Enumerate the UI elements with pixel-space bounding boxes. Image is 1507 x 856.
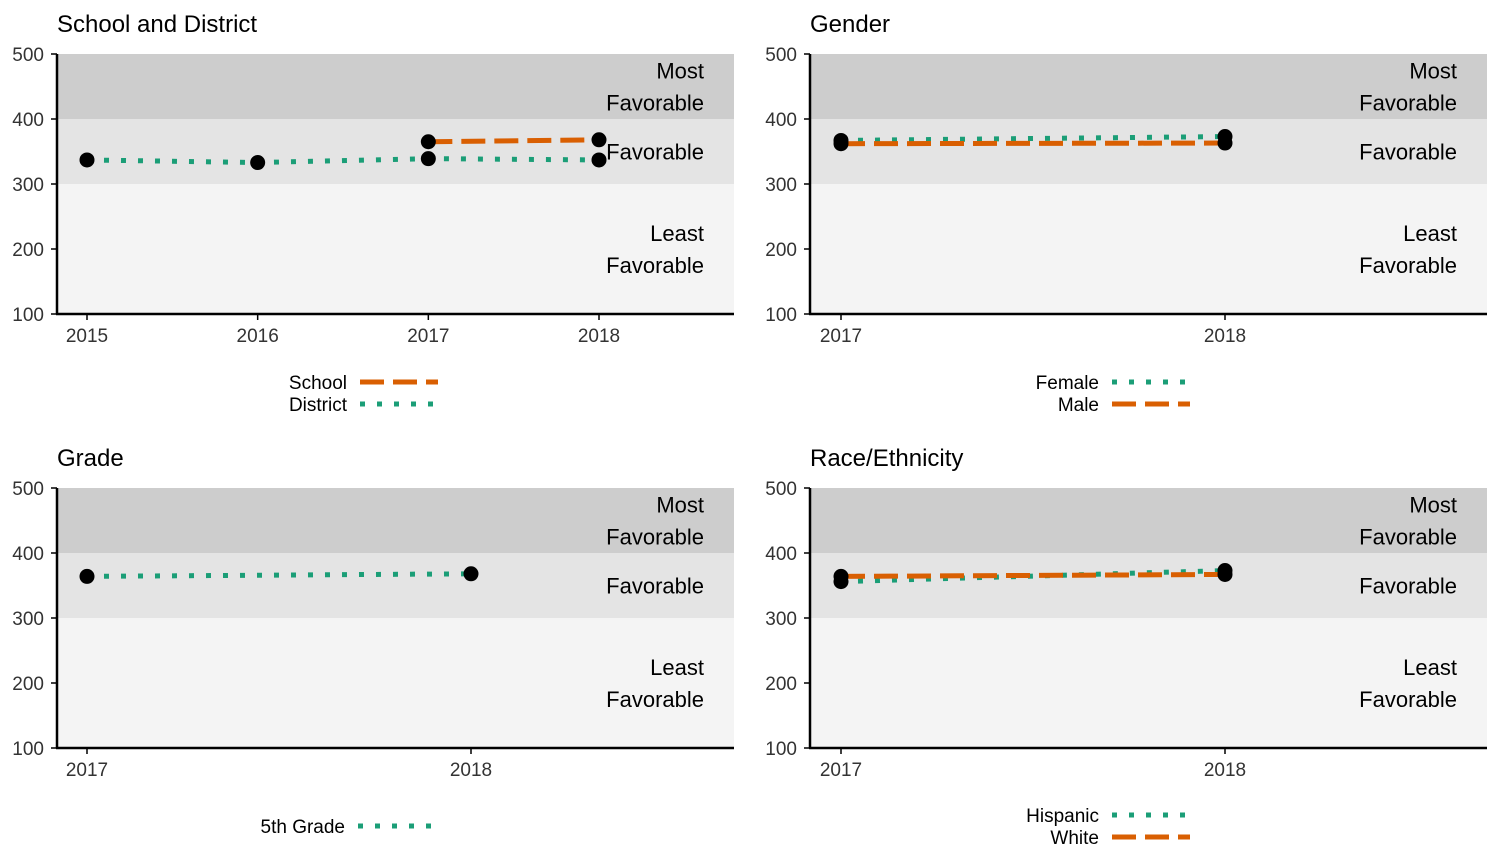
band-label: Favorable <box>606 574 704 599</box>
x-tick-label: 2017 <box>820 326 862 347</box>
x-tick-label: 2017 <box>407 326 449 347</box>
x-tick-label: 2015 <box>66 326 108 347</box>
band-least-favorable <box>810 184 1487 314</box>
band-least-favorable <box>810 618 1487 748</box>
data-point-5th-grade <box>463 566 479 582</box>
x-tick-label: 2017 <box>66 760 108 781</box>
band-most-favorable <box>57 488 734 553</box>
data-point-district <box>591 152 607 168</box>
y-tick-label: 200 <box>765 240 797 261</box>
data-point-school <box>591 132 607 148</box>
y-tick-label: 400 <box>765 544 797 565</box>
band-label: Favorable <box>606 140 704 165</box>
data-point-district <box>79 152 95 168</box>
data-point-district <box>250 155 266 171</box>
band-label: Least <box>1403 655 1457 680</box>
legend-label-school: School <box>289 373 347 394</box>
band-label: Least <box>650 655 704 680</box>
band-label: Favorable <box>606 253 704 278</box>
band-label: Least <box>650 221 704 246</box>
x-tick-label: 2016 <box>237 326 279 347</box>
y-tick-label: 500 <box>765 479 797 500</box>
y-tick-label: 400 <box>765 110 797 131</box>
band-label: Favorable <box>1359 687 1457 712</box>
band-label: Favorable <box>606 525 704 550</box>
panel-race-ethnicity: Race/Ethnicity Least Favorable Favorable Mos… <box>765 445 1487 849</box>
x-tick-label: 2018 <box>450 760 492 781</box>
band-label: Most <box>1409 59 1457 84</box>
band-label: Most <box>656 493 704 518</box>
band-label: Favorable <box>606 91 704 116</box>
y-tick-label: 500 <box>12 45 44 66</box>
band-label: Most <box>656 59 704 84</box>
x-tick-label: 2018 <box>578 326 620 347</box>
y-tick-label: 300 <box>12 175 44 196</box>
y-tick-label: 100 <box>12 305 44 326</box>
band-least-favorable <box>57 618 734 748</box>
band-favorable <box>810 119 1487 184</box>
y-tick-label: 100 <box>765 305 797 326</box>
y-tick-label: 400 <box>12 544 44 565</box>
band-most-favorable <box>810 488 1487 553</box>
series-line-male <box>840 140 1226 147</box>
band-label: Favorable <box>1359 140 1457 165</box>
y-tick-label: 300 <box>765 175 797 196</box>
data-point-male <box>1217 135 1233 151</box>
band-label: Favorable <box>1359 253 1457 278</box>
band-label: Favorable <box>1359 91 1457 116</box>
panel-title: School and District <box>57 11 257 38</box>
panel-school-and-district: School and District Least Favorable Favorab… <box>12 11 734 416</box>
y-tick-label: 200 <box>765 674 797 695</box>
x-tick-label: 2017 <box>820 760 862 781</box>
y-tick-label: 500 <box>12 479 44 500</box>
y-tick-label: 200 <box>12 674 44 695</box>
band-label: Favorable <box>1359 525 1457 550</box>
data-point-male <box>833 136 849 152</box>
y-tick-label: 300 <box>765 609 797 630</box>
legend: 5th Grade <box>261 817 436 838</box>
panel-title: Gender <box>810 11 890 38</box>
band-most-favorable <box>57 54 734 119</box>
panel-title: Race/Ethnicity <box>810 445 963 472</box>
series-line-school <box>428 137 600 145</box>
data-point-5th-grade <box>79 568 95 584</box>
data-point-school <box>420 134 436 150</box>
y-tick-label: 400 <box>12 110 44 131</box>
legend-label-district: District <box>289 395 348 416</box>
band-label: Least <box>1403 221 1457 246</box>
data-point-district <box>420 151 436 167</box>
data-point-white <box>833 568 849 584</box>
x-tick-label: 2018 <box>1204 760 1246 781</box>
y-tick-label: 500 <box>765 45 797 66</box>
band-least-favorable <box>57 184 734 314</box>
panel-title: Grade <box>57 445 124 472</box>
band-favorable <box>57 553 734 618</box>
band-label: Favorable <box>1359 574 1457 599</box>
panel-gender: Gender Least Favorable Favorable Most Favorab… <box>765 11 1487 416</box>
x-tick-label: 2018 <box>1204 326 1246 347</box>
series-line-white <box>840 571 1226 579</box>
legend-label-female: Female <box>1036 373 1099 394</box>
data-point-white <box>1217 566 1233 582</box>
legend-label-5th-grade: 5th Grade <box>261 817 346 838</box>
legend-label-hispanic: Hispanic <box>1026 806 1099 827</box>
series-line-district <box>86 156 600 166</box>
band-favorable <box>57 119 734 184</box>
legend-label-white: White <box>1050 828 1099 849</box>
y-tick-label: 100 <box>12 739 44 760</box>
band-label: Favorable <box>606 687 704 712</box>
y-tick-label: 100 <box>765 739 797 760</box>
panel-grade: Grade Least Favorable Favorable Most Favorabl… <box>12 445 734 838</box>
band-favorable <box>810 553 1487 618</box>
legend-label-male: Male <box>1058 395 1099 416</box>
band-most-favorable <box>810 54 1487 119</box>
y-tick-label: 300 <box>12 609 44 630</box>
y-tick-label: 200 <box>12 240 44 261</box>
band-label: Most <box>1409 493 1457 518</box>
